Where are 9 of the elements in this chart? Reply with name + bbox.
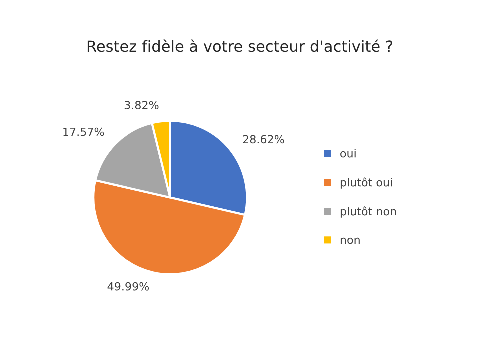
data-label: 17.57%	[64, 128, 104, 136]
data-label: 49.99%	[108, 282, 150, 291]
data-label: 28.62%	[243, 135, 284, 144]
data-label: 3.82%	[124, 101, 159, 110]
legend-label: oui	[340, 149, 356, 158]
legend-label: plutôt oui	[340, 178, 392, 189]
chart-title: Restez fidèle à votre secteur d'activité ?	[88, 40, 392, 52]
legend-label: non	[340, 238, 360, 244]
legend-label: plutôt non	[340, 206, 396, 218]
